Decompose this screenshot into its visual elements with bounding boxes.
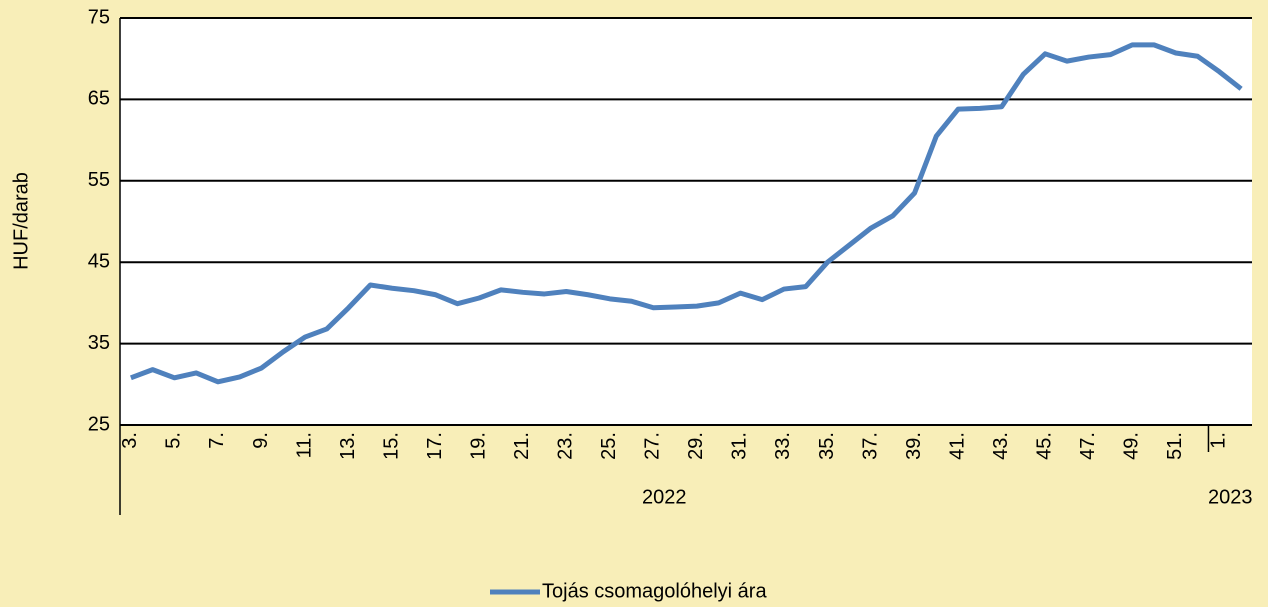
x-tick-label: 31. xyxy=(729,432,751,460)
y-tick-label: 45 xyxy=(88,250,110,272)
x-tick-label: 1. xyxy=(1208,432,1230,449)
x-tick-label: 35. xyxy=(816,432,838,460)
y-tick-label: 65 xyxy=(88,88,110,110)
x-tick-label: 49. xyxy=(1121,432,1143,460)
x-tick-label: 15. xyxy=(380,432,402,460)
x-tick-label: 9. xyxy=(250,432,272,449)
x-tick-label: 19. xyxy=(467,432,489,460)
x-tick-label: 25. xyxy=(598,432,620,460)
x-tick-label: 45. xyxy=(1033,432,1055,460)
x-tick-label: 23. xyxy=(555,432,577,460)
y-tick-label: 75 xyxy=(88,6,110,28)
x-tick-label: 7. xyxy=(206,432,228,449)
group-label: 2023 xyxy=(1208,486,1253,508)
x-tick-label: 37. xyxy=(859,432,881,460)
line-series xyxy=(130,42,1243,385)
x-tick-label: 47. xyxy=(1077,432,1099,460)
y-tick-label: 55 xyxy=(88,169,110,191)
x-tick-label: 5. xyxy=(163,432,185,449)
y-axis-label: HUF/darab xyxy=(10,172,32,270)
x-tick-label: 11. xyxy=(293,432,315,458)
x-tick-label: 21. xyxy=(511,432,533,460)
x-tick-label: 27. xyxy=(642,432,664,460)
y-tick-label: 35 xyxy=(88,332,110,354)
y-tick-label: 25 xyxy=(88,413,110,435)
x-tick-label: 51. xyxy=(1164,432,1186,460)
legend-label: Tojás csomagolóhelyi ára xyxy=(542,580,767,602)
x-tick-label: 33. xyxy=(772,432,794,460)
x-tick-label: 29. xyxy=(685,432,707,460)
group-label: 2022 xyxy=(642,486,687,508)
x-tick-label: 39. xyxy=(903,432,925,460)
x-tick-label: 41. xyxy=(946,432,968,460)
x-tick-label: 43. xyxy=(990,432,1012,460)
plot-area xyxy=(120,18,1252,425)
x-tick-label: 17. xyxy=(424,432,446,460)
x-tick-label: 13. xyxy=(337,432,359,460)
x-tick-label: 3. xyxy=(119,432,141,449)
